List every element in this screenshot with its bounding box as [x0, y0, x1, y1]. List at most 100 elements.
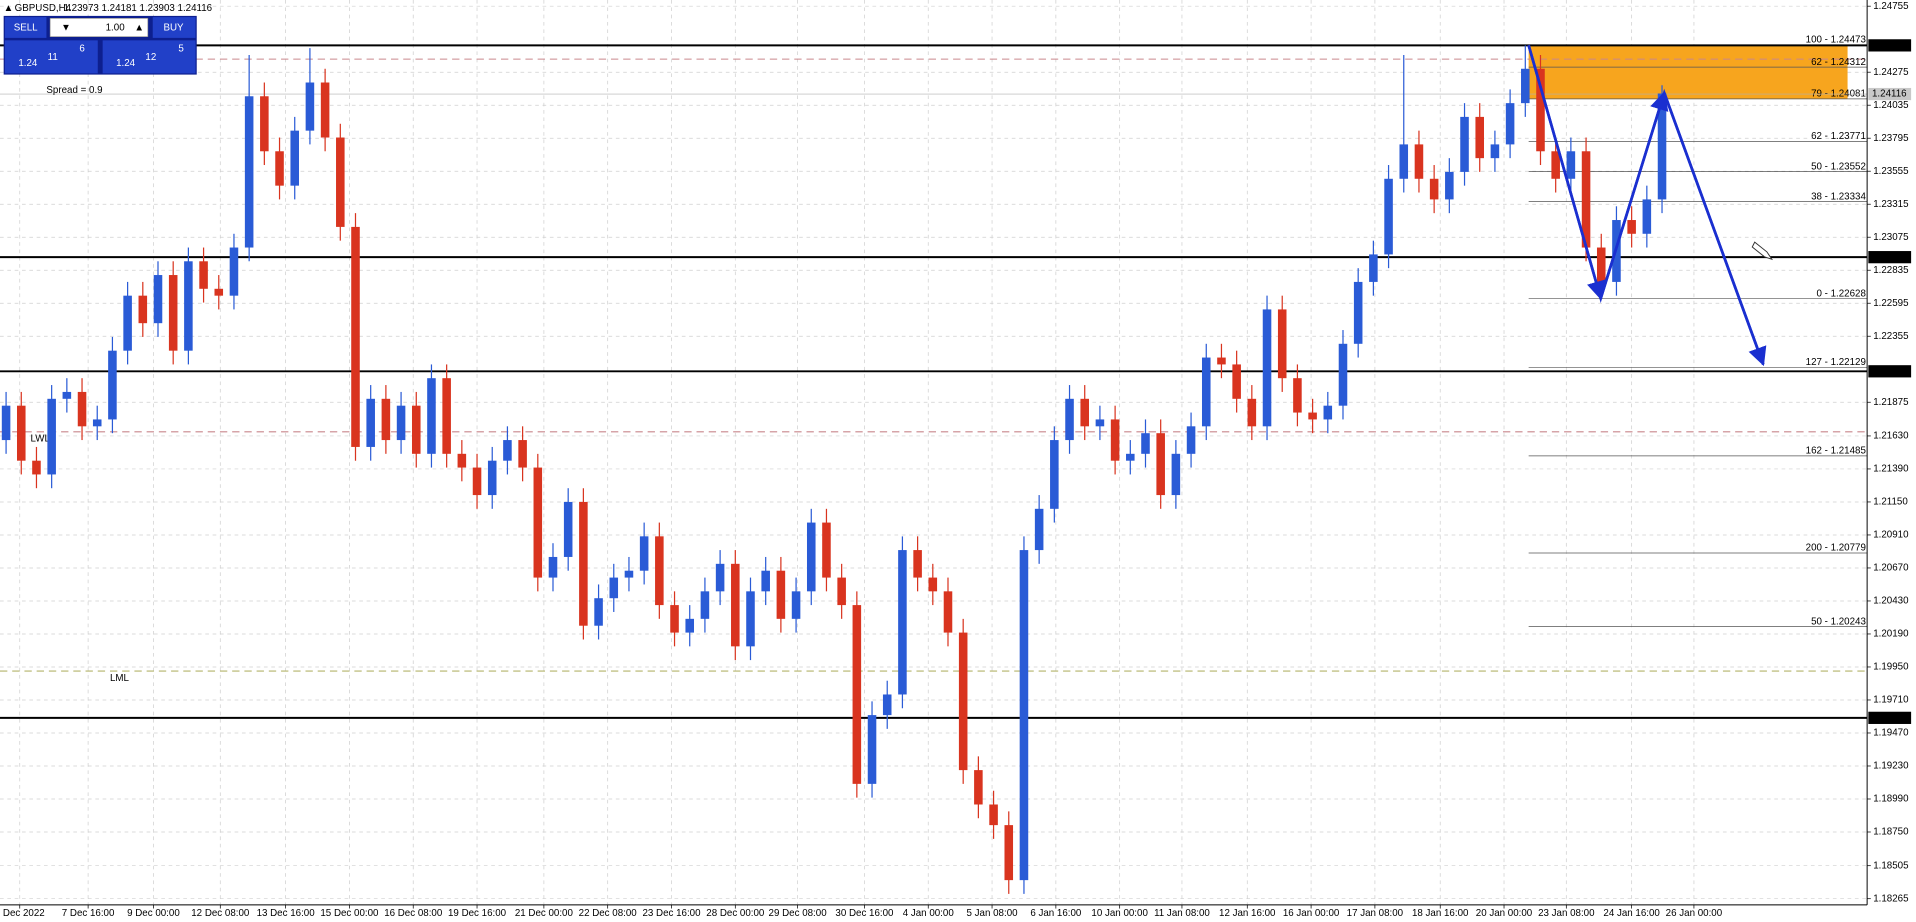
- y-tick-label: 1.19950: [1873, 662, 1909, 673]
- current-price-box: [1868, 87, 1912, 101]
- y-tick-label: 1.18750: [1873, 827, 1909, 838]
- y-tick-label: 1.24035: [1873, 100, 1909, 111]
- x-tick-label: 29 Dec 08:00: [769, 908, 828, 919]
- supply-zone: [1528, 45, 1848, 100]
- x-tick-label: 7 Dec 16:00: [62, 908, 115, 919]
- candle-body: [1505, 103, 1515, 145]
- y-tick-label: 1.20910: [1873, 530, 1909, 541]
- candle-body: [1186, 426, 1196, 454]
- candle-body: [503, 440, 512, 461]
- y-tick-label: 1.24275: [1873, 67, 1909, 78]
- candle-body: [1004, 825, 1014, 881]
- fib-label: 162 - 1.21485: [1806, 446, 1867, 457]
- buy-button[interactable]: [152, 17, 196, 38]
- candle-body: [229, 247, 239, 296]
- candle-body: [1551, 151, 1560, 179]
- candle-body: [47, 398, 56, 475]
- level-price-box: [1868, 251, 1912, 264]
- y-tick-label: 1.21150: [1873, 497, 1908, 508]
- candle-body: [958, 632, 968, 771]
- lot-value: 1.00: [106, 23, 126, 34]
- candle-body: [989, 804, 998, 826]
- symbol-title: GBPUSD,H4: [15, 3, 72, 14]
- x-tick-label: 18 Jan 16:00: [1412, 908, 1469, 919]
- candle-body: [487, 460, 497, 496]
- candle-body: [1308, 412, 1317, 420]
- level-price-box: [1868, 39, 1912, 52]
- candle-body: [153, 275, 163, 324]
- y-tick-label: 1.19470: [1873, 728, 1909, 739]
- candle-body: [1201, 357, 1211, 427]
- candle-body: [1171, 453, 1181, 496]
- sell-button[interactable]: [4, 17, 47, 38]
- y-tick-label: 1.20430: [1873, 596, 1909, 607]
- candle-body: [1050, 440, 1059, 509]
- candle-body: [624, 570, 634, 578]
- candle-body: [1217, 357, 1226, 365]
- lot-input[interactable]: [49, 18, 149, 37]
- candle-body: [1277, 309, 1287, 379]
- candle-body: [1536, 68, 1545, 152]
- y-tick-label: 1.18265: [1873, 893, 1909, 904]
- candle-body: [1566, 151, 1576, 179]
- candle-body: [1323, 405, 1333, 420]
- candle-body: [1293, 378, 1302, 413]
- level-price-label: 1.22100: [1872, 366, 1908, 377]
- candle-body: [685, 618, 695, 633]
- y-tick-label: 1.19710: [1873, 695, 1909, 706]
- fib-label: 38 - 1.23334: [1811, 191, 1866, 202]
- fib-label: 127 - 1.22129: [1806, 357, 1866, 368]
- candle-body: [168, 275, 178, 351]
- buy-label: BUY: [163, 23, 184, 34]
- candle-body: [974, 770, 983, 805]
- fib-label: 50 - 1.23552: [1811, 161, 1866, 172]
- x-tick-label: 12 Dec 08:00: [191, 908, 250, 919]
- fib-label: 100 - 1.24473: [1806, 35, 1866, 46]
- x-tick-label: 12 Jan 16:00: [1219, 908, 1276, 919]
- candle-body: [1369, 254, 1378, 282]
- candle-body: [1126, 453, 1135, 461]
- buy-price-box[interactable]: [102, 40, 196, 74]
- x-tick-label: 16 Dec 08:00: [384, 908, 443, 919]
- candle-body: [1095, 419, 1105, 427]
- candle-body: [396, 405, 406, 441]
- candle-body: [639, 536, 649, 571]
- y-tick-label: 1.22835: [1873, 265, 1909, 276]
- grid: [0, 0, 1868, 905]
- candle-body: [579, 501, 588, 626]
- candle-body: [244, 96, 254, 248]
- candle-body: [108, 350, 117, 420]
- x-tick-label: 9 Dec 00:00: [127, 908, 180, 919]
- candle-body: [411, 405, 421, 454]
- candle-body: [776, 570, 786, 619]
- fib-label: 50 - 1.20243: [1811, 616, 1866, 627]
- candle-body: [336, 137, 345, 227]
- x-tick-label: 20 Jan 00:00: [1476, 908, 1533, 919]
- candle-body: [123, 295, 132, 351]
- candle-body: [1034, 508, 1044, 551]
- lot-up: ▲: [134, 23, 144, 34]
- candle-body: [427, 378, 436, 454]
- candle-body: [1521, 68, 1530, 104]
- candle-body: [32, 460, 41, 475]
- x-tick-label: 23 Jan 08:00: [1538, 908, 1595, 919]
- candle-body: [1353, 281, 1363, 344]
- candle-body: [1247, 398, 1257, 427]
- sell-price-box[interactable]: [4, 40, 98, 74]
- candle-body: [700, 591, 710, 619]
- candle-body: [16, 405, 26, 461]
- candle-body: [1065, 398, 1074, 441]
- buy-pips: 12: [145, 52, 156, 63]
- candle-body: [1384, 178, 1393, 255]
- x-tick-label: 30 Dec 16:00: [835, 908, 894, 919]
- ohlc-text: 1.23973 1.24181 1.23903 1.24116: [64, 3, 213, 14]
- arrow-head: [1663, 92, 1767, 367]
- dashed-level-label: LML: [110, 673, 130, 684]
- y-tick-label: 1.20670: [1873, 563, 1909, 574]
- x-tick-label: 21 Dec 00:00: [515, 908, 574, 919]
- symbol-icon: ▲: [4, 3, 14, 14]
- x-tick-label: 13 Dec 16:00: [257, 908, 316, 919]
- dashed-level-label: LWL: [31, 434, 51, 445]
- candle-body: [305, 82, 315, 131]
